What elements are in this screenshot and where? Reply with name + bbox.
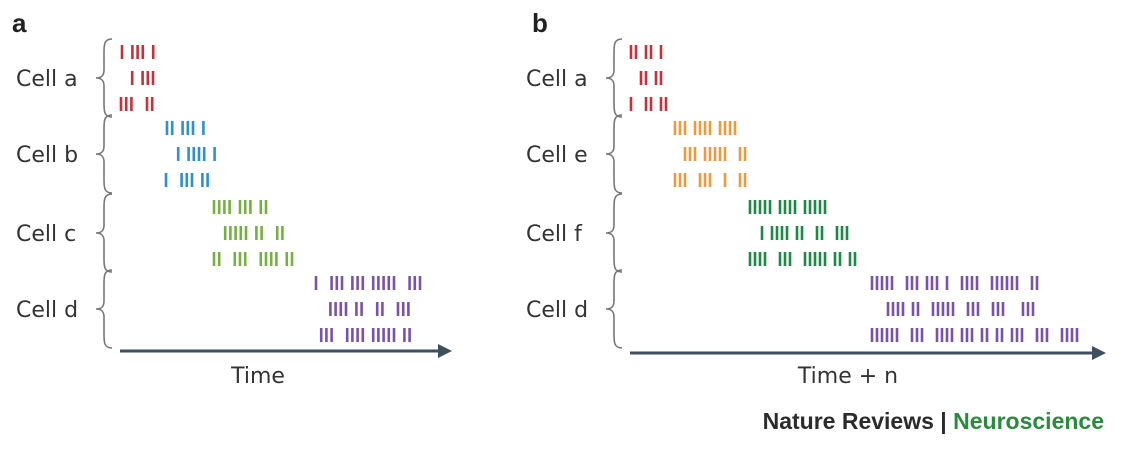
spike-train — [176, 147, 216, 161]
spike-train — [886, 302, 1035, 316]
spike-train — [748, 200, 827, 214]
cell-group: Cell a — [526, 38, 668, 118]
spike-train — [130, 71, 155, 85]
brace — [605, 38, 623, 118]
cell-label: Cell d — [16, 298, 78, 323]
spike-train — [329, 302, 410, 316]
cell-label: Cell c — [16, 222, 76, 247]
spike-train — [629, 45, 663, 59]
spike-train — [748, 252, 857, 266]
brace — [95, 38, 113, 118]
brace — [95, 269, 113, 349]
spike-train — [165, 121, 205, 135]
cell-group: Cell a — [16, 38, 155, 118]
spike-train — [639, 71, 663, 85]
journal-credit: Nature Reviews | Neuroscience — [763, 408, 1104, 435]
brace — [605, 269, 623, 349]
spike-train — [212, 252, 294, 266]
panel-a: a Cell a Cell b Cell c Cell d Time — [12, 8, 452, 389]
spike-train — [683, 147, 747, 161]
panel-letter: a — [12, 8, 27, 38]
spike-train — [673, 121, 737, 135]
cell-group: Cell b — [16, 114, 216, 194]
journal-name: Nature Reviews — [762, 408, 934, 434]
spike-train — [212, 200, 268, 214]
spike-train — [760, 226, 849, 240]
arrow-head-icon — [438, 344, 452, 358]
panel-letter: b — [532, 8, 548, 38]
cell-label: Cell d — [526, 298, 588, 323]
spike-train — [314, 276, 422, 290]
cell-group: Cell f — [526, 193, 857, 273]
spike-train — [319, 328, 411, 342]
cell-group: Cell e — [526, 114, 747, 194]
brace — [95, 114, 113, 194]
cell-label: Cell a — [526, 67, 588, 92]
spike-train — [120, 45, 155, 59]
axis-label: Time + n — [797, 364, 898, 389]
spike-train — [119, 97, 154, 111]
cell-label: Cell a — [16, 67, 78, 92]
spike-train — [629, 97, 668, 111]
cell-label: Cell b — [16, 143, 78, 168]
cell-label: Cell f — [526, 222, 583, 247]
spike-train — [870, 276, 1039, 290]
cell-group: Cell c — [16, 193, 294, 273]
spike-train — [870, 328, 1079, 342]
journal-subject: Neuroscience — [953, 408, 1104, 434]
cell-label: Cell e — [526, 143, 588, 168]
axis-label: Time — [230, 364, 285, 389]
spike-train — [164, 173, 209, 187]
arrow-head-icon — [1092, 346, 1106, 360]
panel-b: b Cell a Cell e Cell f Cell d Time + n — [526, 8, 1106, 389]
spike-train — [673, 173, 747, 187]
cell-group: Cell d — [526, 269, 1079, 349]
brace — [605, 193, 623, 273]
spike-train — [223, 226, 284, 240]
brace — [605, 114, 623, 194]
brace — [95, 193, 113, 273]
credit-separator: | — [933, 408, 954, 434]
cell-group: Cell d — [16, 269, 422, 349]
